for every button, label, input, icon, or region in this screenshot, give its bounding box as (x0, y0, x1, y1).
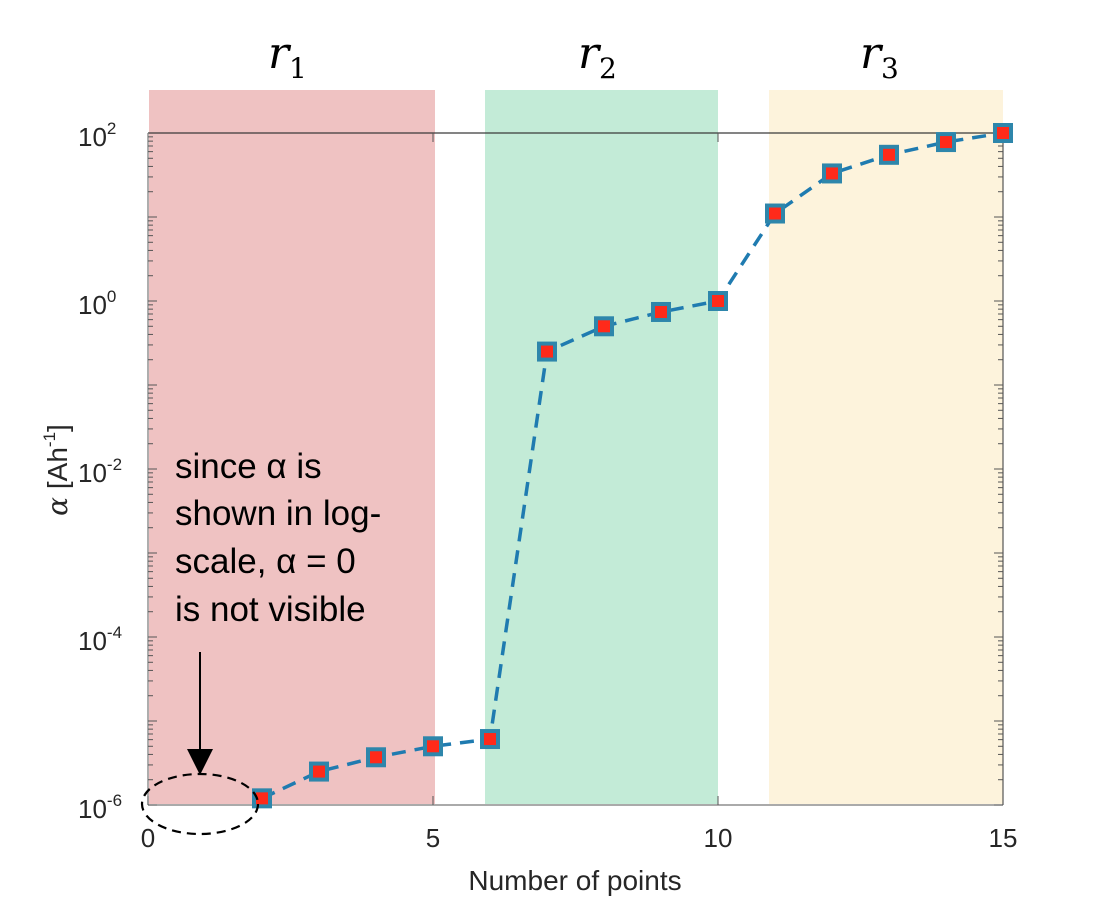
y-axis-label: α [Ah-1] (40, 424, 74, 516)
x-tick-label: 5 (426, 823, 440, 853)
x-tick-label: 10 (704, 823, 733, 853)
data-point-marker (936, 132, 956, 153)
y-tick-label: 102 (78, 119, 116, 152)
data-point-marker (309, 761, 329, 782)
region-label-r1: r1 (268, 28, 307, 85)
data-point-marker (879, 144, 899, 165)
x-axis-label: Number of points (468, 865, 681, 896)
x-tick-labels: 0 5 10 15 (141, 823, 1018, 853)
y-tick-label: 10-6 (78, 791, 122, 824)
annotation-line-1: since α is (175, 447, 322, 486)
annotation-line-3: scale, α = 0 (175, 542, 356, 581)
annotation: since α is shown in log- scale, α = 0 is… (140, 447, 381, 836)
data-point-marker (480, 729, 500, 750)
region-labels: r1 r2 r3 (268, 28, 899, 85)
series-line (261, 131, 1004, 800)
region-r1 (149, 90, 435, 804)
region-r3 (769, 90, 1003, 804)
data-point-marker (366, 747, 386, 768)
y-ticks (148, 136, 1003, 806)
y-tick-labels: 102 100 10-2 10-4 10-6 (78, 119, 122, 824)
data-point-marker (822, 163, 842, 184)
data-point-marker (423, 736, 443, 757)
x-ticks (147, 133, 1004, 805)
annotation-ellipse (140, 772, 260, 836)
data-point-marker (765, 203, 785, 224)
region-label-r2: r2 (578, 28, 617, 85)
y-tick-label: 10-2 (78, 455, 122, 488)
data-point-marker (537, 341, 557, 362)
data-point-marker (993, 123, 1013, 143)
x-tick-label: 15 (989, 823, 1018, 853)
y-tick-label: 100 (78, 287, 116, 320)
data-point-marker (252, 788, 272, 809)
data-series (252, 123, 1013, 809)
region-label-r3: r3 (860, 28, 899, 85)
x-tick-label: 0 (141, 823, 155, 853)
data-point-marker (708, 291, 728, 311)
annotation-line-2: shown in log- (175, 494, 381, 533)
annotation-line-4: is not visible (175, 590, 366, 629)
y-tick-label: 10-4 (78, 623, 122, 656)
regions (149, 90, 1003, 804)
data-point-marker (594, 316, 614, 337)
region-r2 (485, 90, 718, 804)
data-point-marker (651, 301, 671, 322)
arrow-head-icon (187, 749, 213, 775)
